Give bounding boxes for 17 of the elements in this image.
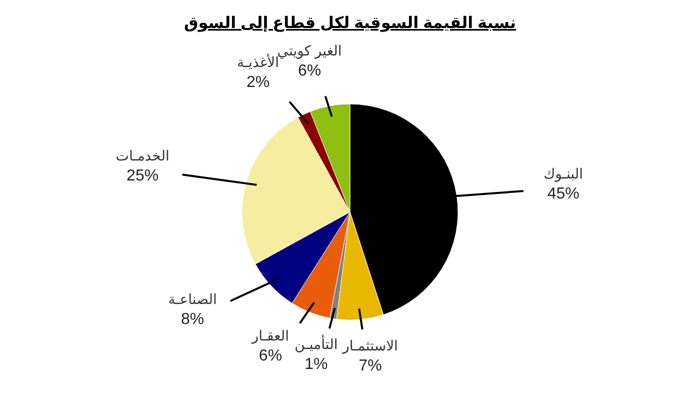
data-label: 25% bbox=[126, 167, 159, 184]
data-label: 6% bbox=[298, 62, 322, 80]
slice-label: الخدمـات bbox=[116, 147, 170, 164]
data-label: 1% bbox=[304, 356, 328, 374]
slice-label: البنـوك bbox=[544, 166, 584, 183]
slice-label: الغير كويتي bbox=[277, 42, 342, 60]
data-label: 2% bbox=[246, 74, 270, 92]
chart-title: نسبة القيمة السوقية لكل قطاع إلى السوق bbox=[184, 15, 516, 32]
data-label: 45% bbox=[547, 186, 580, 203]
data-label: 7% bbox=[358, 357, 382, 374]
data-label: 8% bbox=[180, 311, 204, 328]
slice-label: الأغذيـة bbox=[237, 53, 280, 70]
data-label: 6% bbox=[258, 348, 282, 365]
slice-label: الاستثمـار bbox=[342, 337, 398, 354]
slice-label: التأميـن bbox=[294, 334, 338, 354]
slice-label: العقـار bbox=[250, 328, 290, 345]
slice-label: الصناعـة bbox=[168, 291, 217, 308]
